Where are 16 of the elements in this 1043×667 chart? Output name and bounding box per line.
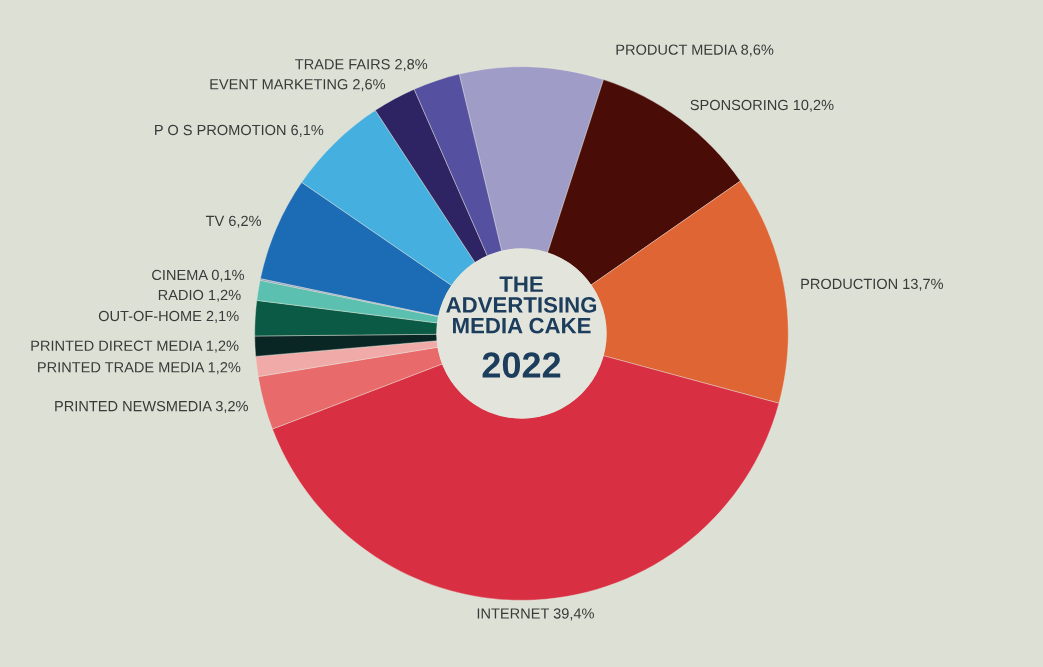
- slice-label: OUT-OF-HOME 2,1%: [98, 310, 239, 323]
- slice-label: PRODUCT MEDIA 8,6%: [616, 44, 774, 57]
- slice-label: TRADE FAIRS 2,8%: [295, 59, 428, 72]
- slice-label: INTERNET 39,4%: [477, 608, 594, 621]
- text: 2022: [482, 352, 561, 378]
- slice-label: EVENT MARKETING 2,6%: [210, 79, 386, 92]
- slice-label: P O S PROMOTION 6,1%: [155, 124, 324, 137]
- slice-label: PRODUCTION 13,7%: [801, 278, 944, 291]
- slice-label: TV 6,2%: [205, 215, 262, 228]
- text: THE ADVERTISING MEDIA CAKE: [446, 276, 597, 334]
- slice-label: PRINTED NEWSMEDIA 3,2%: [55, 400, 248, 414]
- slice-label: RADIO 1,2%: [158, 289, 241, 302]
- slice-label: PRINTED DIRECT MEDIA 1,2%: [31, 340, 239, 353]
- slice-label: SPONSORING 10,2%: [690, 99, 834, 112]
- slice-label: PRINTED TRADE MEDIA 1,2%: [38, 362, 241, 375]
- slice-label: CINEMA 0,1%: [152, 269, 245, 282]
